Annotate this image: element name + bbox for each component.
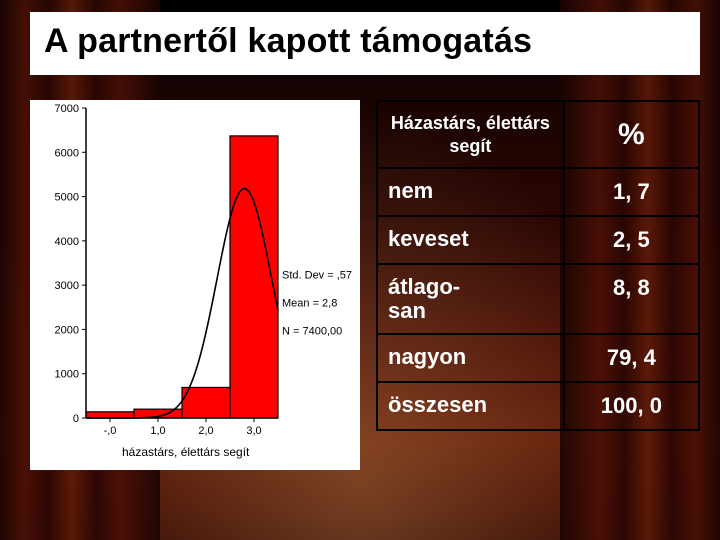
y-tick-label: 3000 bbox=[55, 280, 79, 292]
page-title: A partnertől kapott támogatás bbox=[30, 12, 700, 75]
table-cell-value: 1, 7 bbox=[564, 168, 699, 216]
histogram-bar bbox=[86, 412, 134, 418]
table-row: nem1, 7 bbox=[377, 168, 699, 216]
x-axis-label: házastárs, élettárs segít bbox=[122, 445, 250, 459]
table-cell-value: 79, 4 bbox=[564, 334, 699, 382]
table-cell-category: átlago- san bbox=[377, 264, 564, 334]
x-tick-label: 2,0 bbox=[198, 425, 213, 437]
y-tick-label: 0 bbox=[73, 413, 79, 425]
table-cell-value: 2, 5 bbox=[564, 216, 699, 264]
table-cell-value: 100, 0 bbox=[564, 382, 699, 430]
x-tick-label: -,0 bbox=[104, 425, 117, 437]
table-header-percent: % bbox=[564, 101, 699, 168]
chart-annotation: Std. Dev = ,57 bbox=[282, 270, 352, 282]
chart-svg: 0 1000 2000 3000 4000 5000 6000 7000 -,0 1,0 2,0 3,… bbox=[30, 100, 360, 470]
table-header-category: Házastárs, élettárs segít bbox=[377, 101, 564, 168]
chart-annotation: Mean = 2,8 bbox=[282, 297, 337, 309]
x-tick-label: 1,0 bbox=[150, 425, 165, 437]
histogram-chart: 0 1000 2000 3000 4000 5000 6000 7000 -,0 1,0 2,0 3,… bbox=[30, 100, 360, 470]
table-row: átlago- san8, 8 bbox=[377, 264, 699, 334]
y-tick-label: 2000 bbox=[55, 324, 79, 336]
data-table: Házastárs, élettárs segít % nem1, 7keves… bbox=[376, 100, 700, 431]
x-tick-label: 3,0 bbox=[246, 425, 261, 437]
table-cell-category: összesen bbox=[377, 382, 564, 430]
y-tick-label: 7000 bbox=[55, 103, 79, 115]
y-tick-label: 5000 bbox=[55, 192, 79, 204]
table-cell-category: nem bbox=[377, 168, 564, 216]
histogram-bar bbox=[182, 387, 230, 418]
chart-annotation: N = 7400,00 bbox=[282, 325, 342, 337]
table-cell-value: 8, 8 bbox=[564, 264, 699, 334]
table-cell-category: keveset bbox=[377, 216, 564, 264]
y-tick-label: 1000 bbox=[55, 369, 79, 381]
table-row: összesen100, 0 bbox=[377, 382, 699, 430]
table-cell-category: nagyon bbox=[377, 334, 564, 382]
y-tick-label: 4000 bbox=[55, 236, 79, 248]
y-tick-label: 6000 bbox=[55, 147, 79, 159]
table-row: nagyon79, 4 bbox=[377, 334, 699, 382]
table-row: keveset2, 5 bbox=[377, 216, 699, 264]
